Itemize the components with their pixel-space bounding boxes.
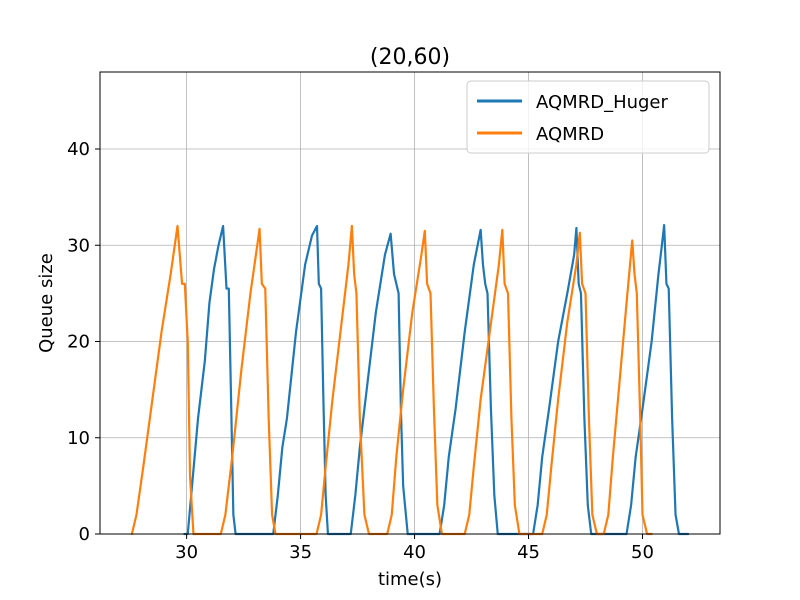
legend-label-aqmrd-huger: AQMRD_Huger bbox=[536, 92, 669, 113]
x-tick-label: 30 bbox=[175, 542, 198, 563]
y-tick-label: 20 bbox=[67, 332, 90, 353]
x-tick-label: 40 bbox=[403, 542, 426, 563]
series-line-aqmrd bbox=[130, 224, 653, 536]
x-tick-label: 45 bbox=[517, 542, 540, 563]
legend-label-aqmrd: AQMRD bbox=[536, 124, 604, 145]
y-tick-label: 10 bbox=[67, 428, 90, 449]
y-tick-label: 30 bbox=[67, 235, 90, 256]
legend-box bbox=[466, 80, 710, 154]
y-axis-label: Queue size bbox=[36, 253, 57, 353]
x-tick-label: 50 bbox=[631, 542, 654, 563]
axis-ticks: 30 35 40 45 50 0 10 20 30 40 bbox=[67, 139, 654, 563]
plot-area-frame bbox=[99, 71, 721, 535]
x-tick-label: 35 bbox=[289, 542, 312, 563]
y-tick-label: 0 bbox=[79, 524, 90, 545]
chart-title: (20,60) bbox=[370, 45, 450, 70]
y-tick-label: 40 bbox=[67, 139, 90, 160]
x-axis-label: time(s) bbox=[378, 569, 442, 590]
legend: AQMRD_Huger AQMRD bbox=[466, 80, 710, 154]
